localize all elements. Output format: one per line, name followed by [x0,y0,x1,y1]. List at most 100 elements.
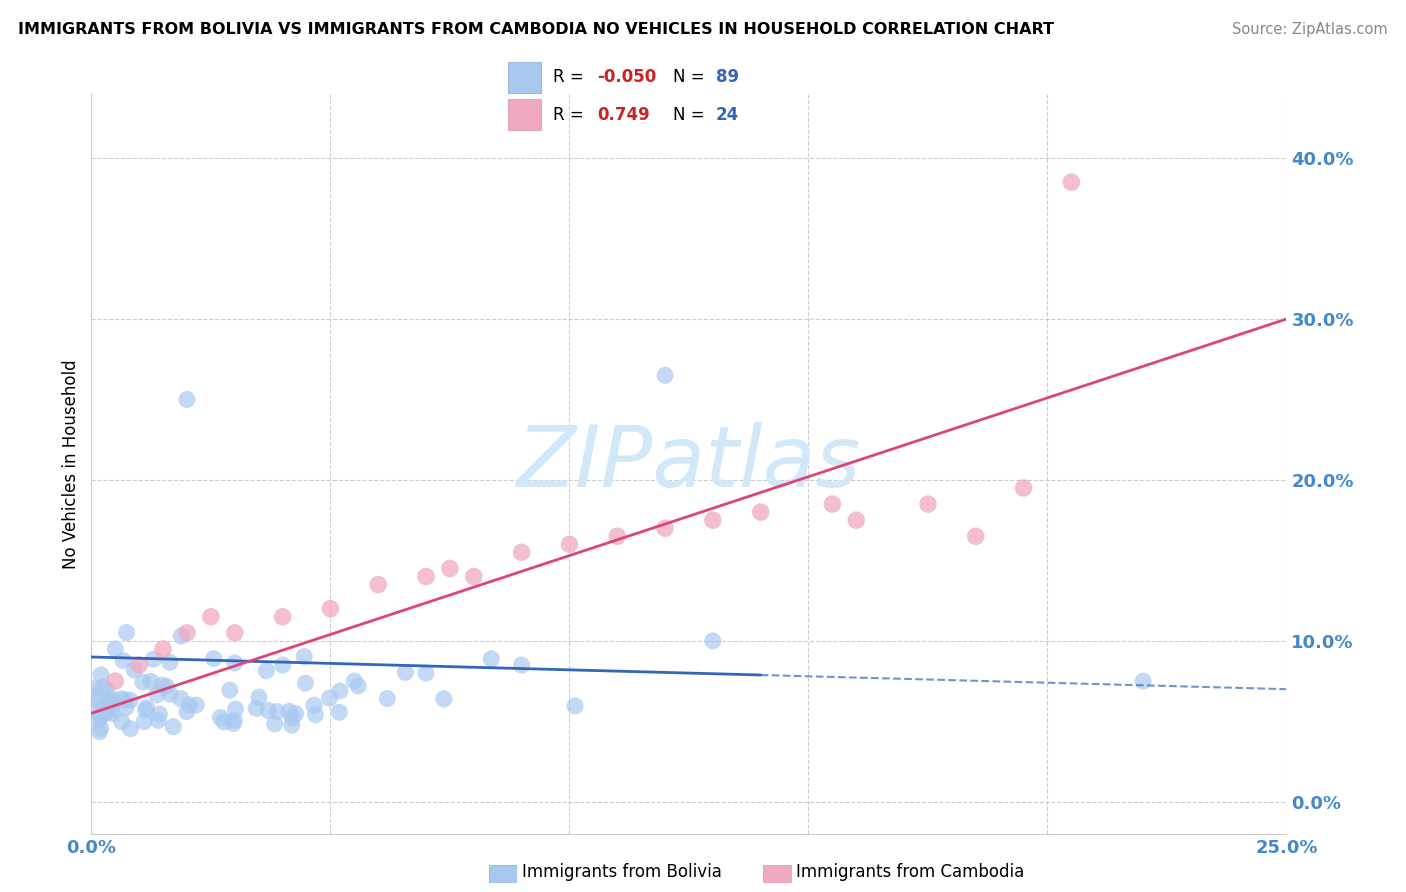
Point [170,629,193,643]
Point [94,705,117,719]
Point [271,609,294,624]
Point [845,513,868,527]
Point [159,687,181,701]
Text: 0.749: 0.749 [598,105,651,123]
Point [280,718,302,732]
Point [463,569,485,583]
Point [159,655,181,669]
Point [292,649,315,664]
Point [415,569,437,583]
Point [510,658,533,673]
Point [347,679,370,693]
Point [104,674,127,689]
Point [302,698,325,713]
Point [139,674,162,689]
Text: N =: N = [673,105,710,123]
Point [96,682,118,697]
Point [702,633,724,648]
Point [439,561,461,575]
Point [558,537,581,551]
Point [606,529,628,543]
Point [1012,481,1035,495]
Point [97,695,120,709]
Point [122,663,145,677]
Point [749,505,772,519]
Text: ZIPatlas: ZIPatlas [517,422,860,506]
Point [128,658,150,673]
Point [135,703,157,717]
Point [169,691,191,706]
Point [112,653,135,667]
Text: Immigrants from Cambodia: Immigrants from Cambodia [796,863,1024,881]
Point [284,706,307,721]
Point [564,698,586,713]
Point [433,692,456,706]
Point [150,678,173,692]
Text: Immigrants from Bolivia: Immigrants from Bolivia [522,863,721,881]
Point [271,658,294,673]
Point [319,601,342,615]
Point [176,625,198,640]
Point [148,707,170,722]
Point [83,681,105,695]
Text: IMMIGRANTS FROM BOLIVIA VS IMMIGRANTS FROM CAMBODIA NO VEHICLES IN HOUSEHOLD COR: IMMIGRANTS FROM BOLIVIA VS IMMIGRANTS FR… [18,22,1054,37]
Point [1060,175,1083,189]
Point [82,692,104,706]
Point [84,704,107,718]
Point [654,521,676,535]
Text: R =: R = [553,105,589,123]
Point [110,691,132,706]
Point [294,676,316,690]
Point [114,693,136,707]
Point [200,609,222,624]
Text: -0.050: -0.050 [598,69,657,87]
Point [179,698,201,712]
Point [654,368,676,383]
Point [224,625,246,640]
Point [97,702,120,716]
Point [278,704,301,718]
Point [218,683,240,698]
Text: Source: ZipAtlas.com: Source: ZipAtlas.com [1232,22,1388,37]
Point [115,701,138,715]
Point [135,701,157,715]
Point [152,642,174,657]
Point [97,697,120,711]
Point [263,716,285,731]
Point [304,707,326,722]
Point [89,708,111,723]
Point [115,625,138,640]
Point [101,706,124,721]
Point [89,724,111,739]
Point [132,714,155,729]
Text: 24: 24 [716,105,740,123]
Point [120,722,142,736]
Point [93,706,115,721]
Point [917,497,939,511]
Point [479,652,502,666]
Point [965,529,987,543]
Point [245,701,267,715]
Point [146,688,169,702]
Text: R =: R = [553,69,589,87]
Bar [508,99,541,130]
Point [209,710,232,724]
Point [821,497,844,511]
Point [247,690,270,705]
Point [224,713,246,727]
Point [90,668,112,682]
Point [100,704,122,718]
Point [90,721,112,735]
Point [91,680,114,694]
Point [120,693,142,707]
Point [100,691,122,706]
Point [329,684,352,698]
Point [87,713,110,727]
Point [318,691,340,706]
Point [101,697,124,711]
Bar [508,62,541,93]
Point [84,689,107,703]
Point [377,691,399,706]
Point [162,720,184,734]
Point [281,711,304,725]
